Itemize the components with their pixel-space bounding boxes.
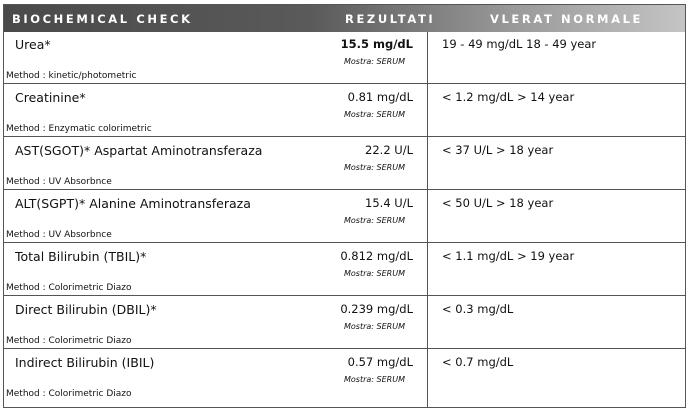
- table-row: Creatinine* 0.81 mg/dL Mostra: SERUM Met…: [4, 85, 685, 137]
- header-result-label: REZULTATI: [345, 12, 436, 26]
- table-header: BIOCHEMICAL CHECK REZULTATI VLERAT NORMA…: [4, 5, 685, 32]
- test-method: Method : UV Absorbnce: [6, 230, 112, 240]
- table-row: Total Bilirubin (TBIL)* 0.812 mg/dL Most…: [4, 244, 685, 296]
- test-name: ALT(SGPT)* Alanine Aminotransferaza: [15, 196, 251, 211]
- test-name: AST(SGOT)* Aspartat Aminotransferaza: [15, 143, 263, 158]
- biochemical-check-table: BIOCHEMICAL CHECK REZULTATI VLERAT NORMA…: [3, 4, 686, 408]
- sample-type: Mostra: SERUM: [344, 110, 405, 119]
- header-reference-label: VLERAT NORMALE: [490, 12, 643, 26]
- test-name: Indirect Bilirubin (IBIL): [15, 355, 155, 370]
- table-row: Indirect Bilirubin (IBIL) 0.57 mg/dL Mos…: [4, 350, 685, 402]
- reference-range: < 1.1 mg/dL > 19 year: [442, 249, 575, 263]
- test-result: 22.2 U/L: [365, 143, 413, 157]
- test-name: Urea*: [15, 37, 51, 52]
- reference-range: < 37 U/L > 18 year: [442, 143, 554, 157]
- table-row: Direct Bilirubin (DBIL)* 0.239 mg/dL Mos…: [4, 297, 685, 349]
- test-result: 0.81 mg/dL: [347, 90, 413, 104]
- table-row: ALT(SGPT)* Alanine Aminotransferaza 15.4…: [4, 191, 685, 243]
- sample-type: Mostra: SERUM: [344, 375, 405, 384]
- sample-type: Mostra: SERUM: [344, 57, 405, 66]
- test-method: Method : Enzymatic colorimetric: [6, 124, 152, 134]
- test-name: Direct Bilirubin (DBIL)*: [15, 302, 157, 317]
- test-method: Method : UV Absorbnce: [6, 177, 112, 187]
- test-method: Method : kinetic/photometric: [6, 71, 137, 81]
- table-row: AST(SGOT)* Aspartat Aminotransferaza 22.…: [4, 138, 685, 190]
- reference-range: < 0.7 mg/dL: [442, 355, 514, 369]
- test-result: 15.4 U/L: [365, 196, 413, 210]
- test-method: Method : Colorimetric Diazo: [6, 389, 132, 399]
- table-row: Urea* 15.5 mg/dL Mostra: SERUM Method : …: [4, 32, 685, 84]
- test-result: 0.812 mg/dL: [340, 249, 413, 263]
- test-name: Creatinine*: [15, 90, 86, 105]
- reference-range: < 50 U/L > 18 year: [442, 196, 554, 210]
- reference-range: < 0.3 mg/dL: [442, 302, 514, 316]
- reference-range: < 1.2 mg/dL > 14 year: [442, 90, 575, 104]
- sample-type: Mostra: SERUM: [344, 216, 405, 225]
- test-method: Method : Colorimetric Diazo: [6, 336, 132, 346]
- sample-type: Mostra: SERUM: [344, 269, 405, 278]
- column-divider: [427, 32, 428, 407]
- header-test-label: BIOCHEMICAL CHECK: [12, 12, 193, 26]
- sample-type: Mostra: SERUM: [344, 163, 405, 172]
- sample-type: Mostra: SERUM: [344, 322, 405, 331]
- test-name: Total Bilirubin (TBIL)*: [15, 249, 147, 264]
- reference-range: 19 - 49 mg/dL 18 - 49 year: [442, 37, 597, 51]
- test-result: 0.57 mg/dL: [347, 355, 413, 369]
- test-method: Method : Colorimetric Diazo: [6, 283, 132, 293]
- test-result: 15.5 mg/dL: [340, 37, 413, 51]
- test-result: 0.239 mg/dL: [340, 302, 413, 316]
